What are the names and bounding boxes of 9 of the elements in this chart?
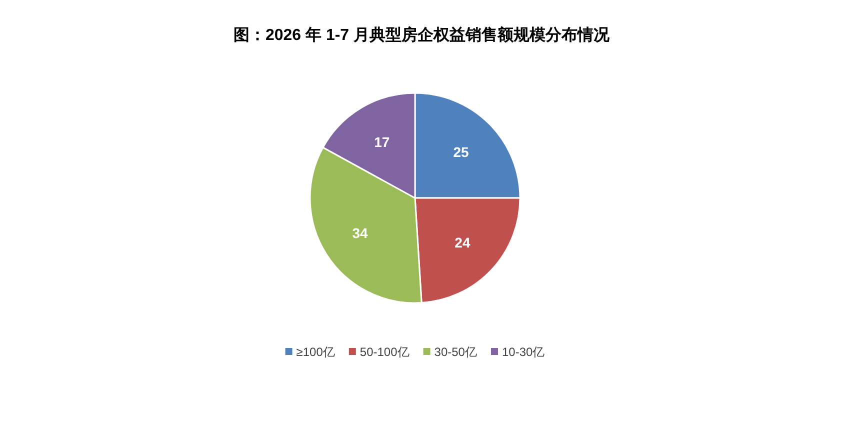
- legend-label: ≥100亿: [296, 345, 335, 359]
- data-label: 34: [352, 224, 368, 241]
- data-label: 24: [454, 234, 470, 251]
- chart-title: 图：2026 年 1-7 月典型房企权益销售额规模分布情况: [233, 25, 611, 44]
- legend-label: 30-50亿: [434, 345, 477, 359]
- legend-label: 50-100亿: [360, 345, 410, 359]
- data-label: 25: [453, 144, 470, 160]
- data-label: 17: [374, 134, 390, 150]
- legend-label: 10-30亿: [502, 345, 545, 359]
